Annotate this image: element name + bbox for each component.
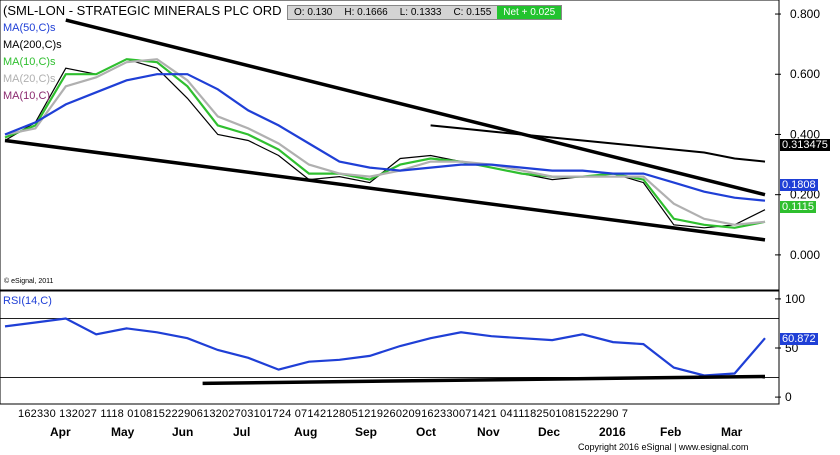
- price-trendline-0: [4, 138, 766, 242]
- x-month-label: May: [111, 425, 135, 439]
- legend-ma10: MA(10,C): [3, 90, 51, 102]
- legend-ma200: MA(200,C)s: [3, 39, 62, 51]
- quote-high: H: 0.1666: [344, 7, 388, 18]
- rsi-y-tick-label: 100: [785, 292, 805, 306]
- x-month-label: Dec: [538, 425, 560, 439]
- rsi-trendline-0: [202, 374, 766, 386]
- ma10-value-tag: 0.1115: [780, 201, 817, 213]
- rsi-layer: [0, 317, 779, 386]
- price-trendline-1: [65, 18, 766, 197]
- price-y-tick-label: 0.400: [790, 127, 820, 141]
- x-month-label: Feb: [660, 425, 681, 439]
- price-series-4: [430, 124, 766, 163]
- legend: MA(50,C)s MA(200,C)s MA(10,C)s MA(20,C)s…: [3, 20, 62, 105]
- price-series-1: [4, 58, 766, 229]
- price-y-tick-label: 0.800: [790, 7, 820, 21]
- x-month-label: Mar: [721, 425, 743, 439]
- x-month-label: Apr: [50, 425, 71, 439]
- x-axis-days: 162330 132027 1118 010815222906132027031…: [18, 408, 629, 420]
- price-y-tick-label: 0.000: [790, 248, 820, 262]
- x-month-label: Sep: [355, 425, 377, 439]
- footer-copyright: Copyright 2016 eSignal | www.esignal.com: [578, 442, 749, 452]
- x-month-label: 2016: [599, 425, 626, 439]
- price-series-3: [4, 73, 766, 202]
- price-y-tick-label: 0.600: [790, 67, 820, 81]
- x-month-label: Nov: [477, 425, 500, 439]
- x-month-label: Aug: [294, 425, 317, 439]
- quote-low: L: 0.1333: [399, 7, 442, 18]
- legend-ma50: MA(50,C)s: [3, 22, 56, 34]
- x-month-label: Oct: [416, 425, 436, 439]
- legend-ma20: MA(20,C)s: [3, 73, 56, 85]
- price-layer: [4, 18, 766, 242]
- copyright-small: © eSignal, 2011: [4, 278, 54, 285]
- rsi-value-tag: 60.872: [780, 333, 818, 345]
- chart-title: (SML-LON - STRATEGIC MINERALS PLC ORD: [3, 3, 282, 18]
- rsi-series-0: [4, 317, 766, 377]
- quote-open: O: 0.130: [294, 7, 333, 18]
- x-month-label: Jul: [233, 425, 250, 439]
- ma200-value-tag: 0.313475: [780, 139, 830, 151]
- rsi-label: RSI(14,C): [3, 295, 52, 307]
- net-change: Net + 0.025: [497, 6, 562, 19]
- x-month-label: Jun: [172, 425, 193, 439]
- rsi-panel-frame: [0, 290, 780, 405]
- ma50-value-tag: 0.1808: [780, 179, 818, 191]
- price-y-tick-label: 0.200: [790, 188, 820, 202]
- rsi-y-tick-label: 0: [785, 390, 792, 404]
- price-series-2: [4, 58, 766, 226]
- price-panel-frame: [0, 0, 780, 291]
- quote-close: C: 0.155: [453, 7, 492, 18]
- legend-ma10s: MA(10,C)s: [3, 56, 56, 68]
- quote-box: O: 0.130 H: 0.1666 L: 0.1333 C: 0.155 Ne…: [287, 5, 563, 20]
